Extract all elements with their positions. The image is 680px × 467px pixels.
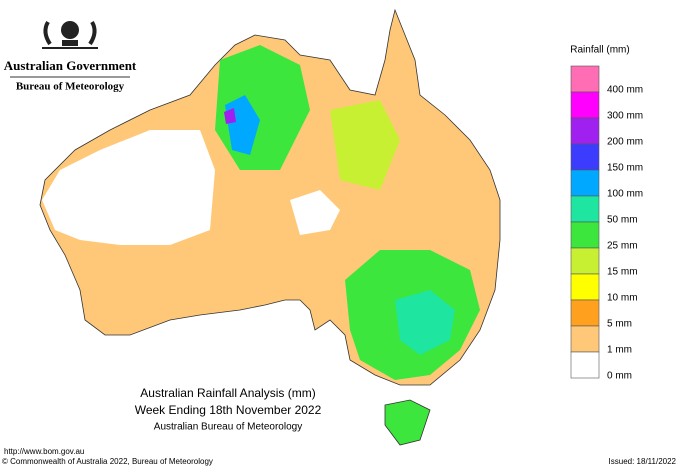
- map-title: Australian Rainfall Analysis (mm): [140, 386, 315, 400]
- legend-swatch: [570, 273, 600, 301]
- australia-map: [39, 8, 501, 446]
- map-subtitle: Week Ending 18th November 2022: [135, 403, 322, 417]
- legend-swatch: [570, 195, 600, 223]
- legend-label: 25 mm: [607, 241, 638, 252]
- legend-label: 15 mm: [607, 267, 638, 278]
- legend: 400 mm 300 mm 200 mm 150 mm 100 mm 50 mm 25 mm…: [570, 65, 643, 382]
- legend-swatch: [570, 299, 600, 327]
- wet-northeast: [330, 100, 400, 190]
- government-name: Australian Government: [4, 58, 137, 73]
- legend-label: 150 mm: [607, 163, 643, 174]
- legend-swatch: [570, 169, 600, 197]
- legend-swatch: [570, 143, 600, 171]
- legend-swatch: [570, 221, 600, 249]
- peak-north: [224, 108, 236, 124]
- legend-label: 100 mm: [607, 189, 643, 200]
- legend-swatch: [570, 117, 600, 145]
- legend-label: 1 mm: [607, 345, 632, 356]
- footer-issued: Issued: 18/11/2022: [609, 457, 677, 466]
- footer-url: http://www.bom.gov.au: [4, 447, 84, 456]
- legend-label: 50 mm: [607, 215, 638, 226]
- legend-title: Rainfall (mm): [570, 45, 629, 56]
- footer-copyright: © Commonwealth of Australia 2022, Bureau…: [2, 457, 213, 466]
- legend-label: 200 mm: [607, 137, 643, 148]
- legend-swatch: [570, 91, 600, 119]
- legend-swatch: [570, 65, 600, 93]
- legend-label: 0 mm: [607, 371, 632, 382]
- legend-label: 5 mm: [607, 319, 632, 330]
- legend-swatch: [570, 247, 600, 275]
- coat-of-arms: [42, 20, 98, 49]
- legend-label: 10 mm: [607, 293, 638, 304]
- agency-name: Bureau of Meteorology: [16, 81, 125, 93]
- very-wet-southeast: [395, 290, 455, 355]
- dry-centre: [290, 190, 340, 235]
- legend-swatch: [570, 325, 600, 353]
- map-source: Australian Bureau of Meteorology: [154, 422, 302, 433]
- legend-swatch: [570, 351, 600, 379]
- dry-west: [42, 130, 215, 245]
- legend-label: 300 mm: [607, 111, 643, 122]
- tasmania: [384, 399, 431, 446]
- legend-label: 400 mm: [607, 85, 643, 96]
